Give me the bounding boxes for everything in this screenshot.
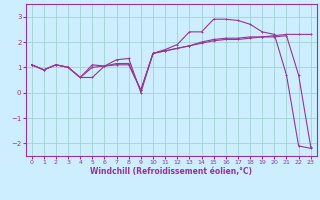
X-axis label: Windchill (Refroidissement éolien,°C): Windchill (Refroidissement éolien,°C) — [90, 167, 252, 176]
